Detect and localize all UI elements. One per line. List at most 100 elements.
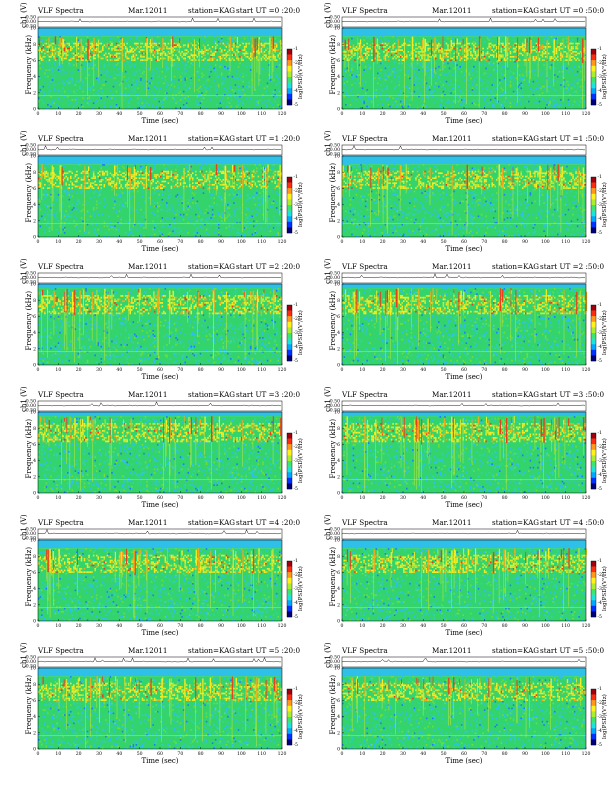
spectrogram-cell <box>56 179 58 181</box>
spectrogram-cell <box>106 169 109 171</box>
spectrogram-cell <box>170 172 173 175</box>
spectrogram-cell <box>109 177 112 180</box>
spectrogram-cell <box>416 47 419 50</box>
spectrogram-streak <box>577 42 578 50</box>
spectrogram-cell <box>506 36 509 38</box>
spectrogram-cell <box>109 75 112 78</box>
spectrogram-cell <box>48 187 51 189</box>
spectrogram-cell <box>182 95 185 98</box>
spectrogram-cell <box>138 99 141 101</box>
spectrogram-cell <box>503 57 506 60</box>
spectrogram-cell <box>63 165 66 168</box>
spectrogram-cell <box>386 44 388 47</box>
time-tick-label: 20 <box>380 111 386 117</box>
spectrogram-cell <box>351 77 353 80</box>
spectrogram-cell <box>188 205 191 208</box>
spectrogram-cell <box>502 46 504 48</box>
spectrogram-cell <box>234 215 237 218</box>
spectrogram-cell <box>117 222 119 224</box>
spectrogram-cell <box>70 64 72 66</box>
spectrogram-cell <box>435 55 437 58</box>
spectrogram-cell <box>131 47 133 50</box>
spectrogram-streak <box>80 53 82 81</box>
spectrogram-cell <box>156 202 159 204</box>
spectrogram-cell <box>211 193 214 196</box>
spectrogram-cell <box>50 95 52 98</box>
spectrogram-cell <box>237 104 240 106</box>
spectrogram-cell <box>132 55 135 58</box>
spectrogram-cell <box>237 90 240 93</box>
spectrogram-cell <box>108 179 110 181</box>
spectrogram-cell <box>492 55 495 58</box>
spectrogram-cell <box>553 99 556 101</box>
spectrogram-cell <box>155 41 157 43</box>
spectrogram-cell <box>70 175 72 178</box>
spectrogram-cell <box>374 57 376 60</box>
spectrogram-cell <box>428 59 431 61</box>
spectrogram-cell <box>570 49 573 52</box>
spectrogram-cell <box>185 77 188 80</box>
spectrogram-cell <box>182 54 185 56</box>
spectrogram-cell <box>161 70 164 73</box>
spectrogram-cell <box>486 51 489 53</box>
spectrogram-cell <box>435 79 437 81</box>
spectrogram-cell <box>549 100 551 103</box>
spectrogram-cell <box>538 100 541 103</box>
spectrogram-cell <box>474 69 477 71</box>
spectrogram-cell <box>188 183 191 186</box>
spectrogram-cell <box>503 77 506 80</box>
spectrogram-cell <box>176 90 179 93</box>
spectrogram-cell <box>492 99 495 101</box>
spectrogram-cell <box>557 62 559 65</box>
spectrogram-cell <box>44 175 46 178</box>
spectrogram-cell <box>143 169 145 171</box>
spectrogram-streak <box>229 36 231 49</box>
spectrogram-cell <box>97 213 99 216</box>
chart-station: station=KAG <box>492 6 539 15</box>
spectrogram-cell <box>65 192 67 194</box>
spectrogram-cell <box>217 37 220 40</box>
spectrogram-cell <box>181 94 183 96</box>
spectrogram-cell <box>95 223 98 226</box>
spectrogram-cell <box>114 164 116 166</box>
spectrogram-cell <box>120 207 122 209</box>
spectrogram-cell <box>74 220 77 223</box>
spectrogram-cell <box>221 74 223 76</box>
spectrogram-cell <box>62 202 64 204</box>
spectrogram-cell <box>94 227 96 229</box>
spectrogram-cell <box>419 47 422 50</box>
spectrogram-cell <box>257 44 260 47</box>
spectrogram-cell <box>578 65 580 68</box>
spectrogram-cell <box>439 55 442 58</box>
spectrogram-cell <box>459 47 461 50</box>
spectrogram-cell <box>202 67 205 70</box>
spectrogram-cell <box>175 107 177 109</box>
spectrogram-cell <box>227 202 229 204</box>
spectrogram-cell <box>280 95 282 98</box>
spectrogram-cell <box>512 51 515 53</box>
spectrogram-cell <box>477 90 480 93</box>
spectrogram-cell <box>363 54 365 56</box>
spectrogram-cell <box>464 100 466 103</box>
spectrogram-cell <box>155 188 157 191</box>
spectrogram-cell <box>228 47 231 50</box>
spectrogram-cell <box>517 64 519 66</box>
spectrogram-cell <box>210 217 212 219</box>
spectrogram-cell <box>76 217 78 219</box>
spectrogram-cell <box>576 92 579 95</box>
spectrogram-cell <box>88 57 90 60</box>
spectrogram-cell <box>424 80 426 83</box>
spectrogram-cell <box>164 37 167 40</box>
spectrogram-cell <box>57 41 60 43</box>
spectrogram-cell <box>260 51 263 53</box>
spectrogram-cell <box>95 203 98 206</box>
spectrogram-cell <box>45 70 48 73</box>
spectrogram-cell <box>204 89 206 91</box>
spectrogram-cell <box>124 174 127 176</box>
spectrogram-cell <box>199 167 202 170</box>
spectrogram-cell <box>68 222 71 224</box>
spectrogram-cell <box>163 72 165 75</box>
spectrogram-cell <box>185 169 188 171</box>
spectrogram-cell <box>175 213 177 216</box>
spectrogram-cell <box>163 174 165 176</box>
